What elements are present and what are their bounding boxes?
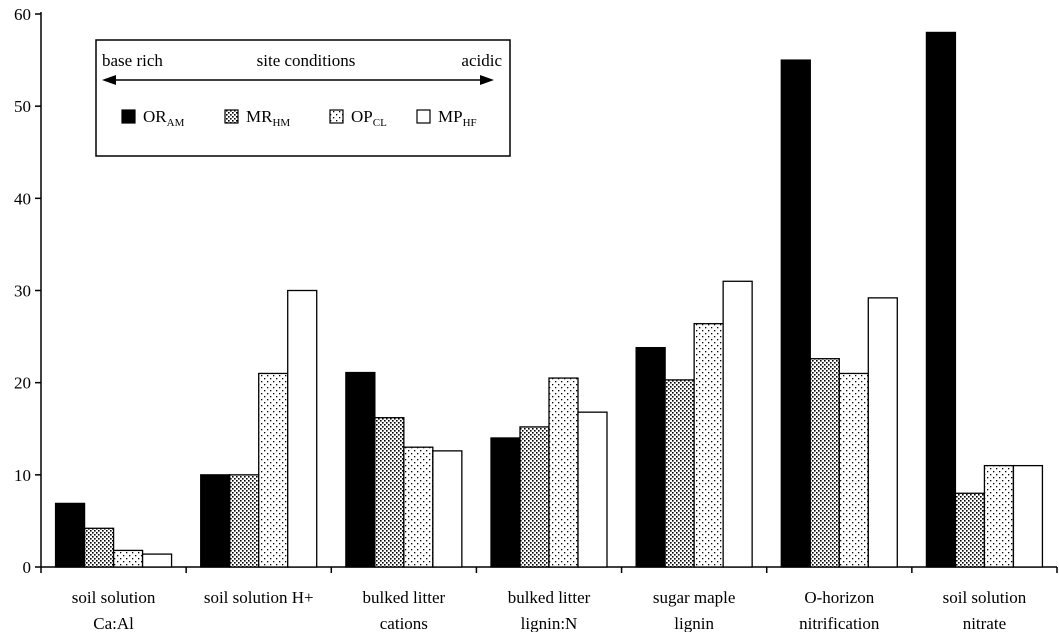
x-axis (40, 566, 1058, 573)
legend-left-label: base rich (102, 51, 163, 70)
y-axis: 0 10 20 30 40 50 60 (14, 5, 42, 577)
bar-mr-5 (809, 358, 840, 568)
y-tick-label: 20 (14, 374, 31, 393)
bar-mp-2 (432, 450, 463, 568)
category-label: O-horizon (804, 588, 874, 607)
legend-right-label: acidic (461, 51, 502, 70)
y-tick-label: 50 (14, 97, 31, 116)
category-label: lignin (674, 614, 714, 632)
bar-or-5 (780, 59, 811, 568)
legend-label-or: ORAM (143, 107, 185, 129)
category-label: Ca:Al (93, 614, 134, 632)
y-tick-label: 60 (14, 5, 31, 24)
category-label: soil solution (72, 588, 156, 607)
legend-swatch-or (121, 109, 136, 124)
bar-or-2 (345, 371, 376, 568)
legend-label-mp: MPHF (438, 107, 477, 129)
category-label: sugar maple (653, 588, 736, 607)
bar-op-4 (693, 323, 724, 568)
legend: base rich site conditions acidic ORAM MRH… (95, 39, 511, 157)
bar-op-2 (403, 446, 434, 568)
bar-or-4 (635, 346, 666, 568)
bar-op-1 (258, 372, 289, 568)
bar-or-1 (200, 474, 231, 568)
legend-center-label: site conditions (257, 51, 356, 70)
category-label: nitrate (963, 614, 1006, 632)
bar-op-6 (983, 464, 1015, 568)
bar-mr-1 (229, 474, 260, 568)
category-label: cations (380, 614, 428, 632)
y-tick-label: 0 (23, 558, 32, 577)
bar-op-3 (548, 377, 579, 568)
bar-or-3 (490, 437, 521, 568)
bar-op-0 (112, 549, 144, 568)
bar-mp-5 (867, 297, 898, 568)
y-tick-label: 40 (14, 189, 31, 208)
legend-label-op: OPCL (351, 107, 387, 129)
legend-swatch-mp (416, 109, 431, 124)
bars (54, 31, 1044, 568)
y-tick-label: 30 (14, 282, 31, 301)
bar-mp-6 (1012, 464, 1044, 568)
category-label: soil solution (943, 588, 1027, 607)
bar-mr-0 (83, 527, 115, 568)
category-label: soil solution H+ (204, 588, 314, 607)
bar-or-0 (54, 502, 86, 568)
category-label: bulked litter (508, 588, 591, 607)
legend-label-mr: MRHM (246, 107, 290, 129)
bar-mp-3 (577, 411, 608, 568)
bar-mr-3 (519, 426, 550, 568)
bar-mp-0 (141, 553, 173, 568)
y-tick-label: 10 (14, 466, 31, 485)
site-conditions-arrow (102, 75, 494, 85)
bar-or-6 (925, 31, 957, 568)
bar-mr-6 (954, 492, 986, 568)
bar-mr-2 (374, 417, 405, 568)
bar-mr-4 (664, 379, 695, 568)
category-labels: soil solution Ca:Al soil solution H+ bulked… (72, 588, 1027, 632)
category-label: lignin:N (521, 614, 578, 632)
category-label: nitrification (799, 614, 880, 632)
bar-op-5 (838, 372, 869, 568)
bar-mp-4 (722, 280, 753, 568)
legend-swatch-mr (224, 109, 239, 124)
legend-swatch-op (329, 109, 344, 124)
legend-box (95, 39, 511, 157)
category-label: bulked litter (363, 588, 446, 607)
bar-mp-1 (287, 289, 318, 568)
